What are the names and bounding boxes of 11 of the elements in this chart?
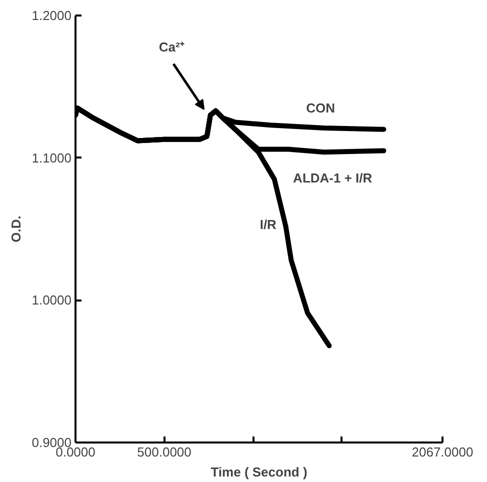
x-tick-label: 2067.0000 xyxy=(412,444,474,460)
y-axis-title: O.D. xyxy=(8,216,24,242)
series-label: I/R xyxy=(260,217,278,232)
annotation: Ca²⁺ xyxy=(158,39,185,54)
x-tick-label: 500.0000 xyxy=(137,444,192,460)
series-label: ALDA-1 + I/R xyxy=(293,170,373,186)
y-tick-label: 1.2000 xyxy=(32,8,72,23)
y-tick-label: 1.0000 xyxy=(32,292,72,308)
x-axis-title: Time ( Second ) xyxy=(210,464,308,480)
series-label: CON xyxy=(306,100,335,116)
y-tick-label: 1.1000 xyxy=(32,150,72,166)
